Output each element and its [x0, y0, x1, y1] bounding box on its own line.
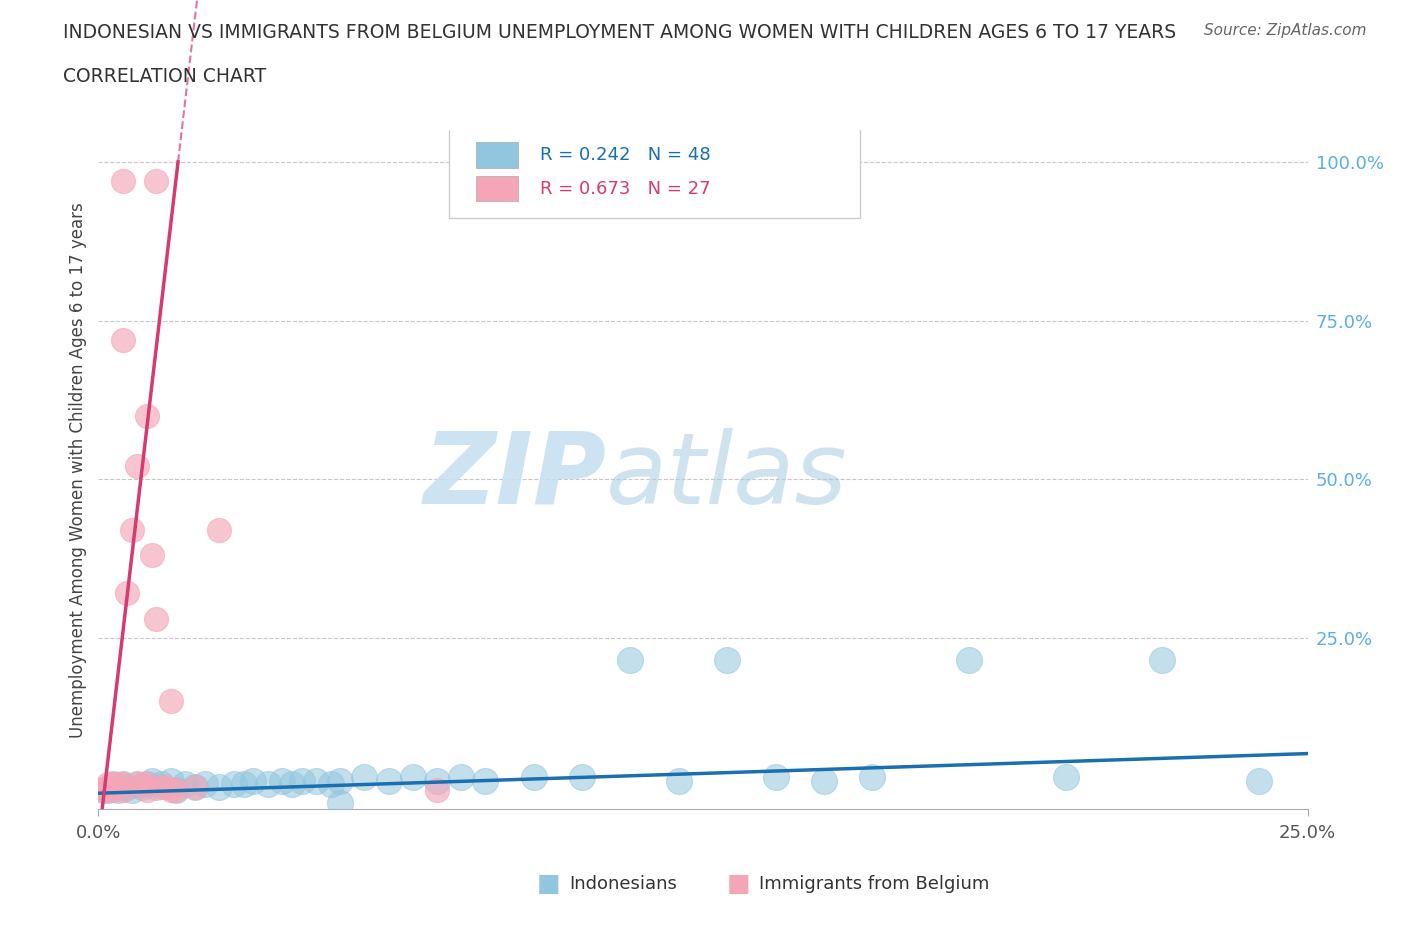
Point — [402, 770, 425, 785]
Point — [305, 773, 328, 788]
Point — [117, 586, 139, 601]
Point — [571, 770, 593, 785]
Point — [765, 770, 787, 785]
Text: atlas: atlas — [606, 428, 848, 525]
Point — [232, 777, 254, 791]
Point — [242, 773, 264, 788]
Point — [165, 783, 187, 798]
Point — [160, 773, 183, 788]
Point — [91, 783, 114, 798]
Point — [450, 770, 472, 785]
Point — [91, 783, 114, 798]
Point — [957, 653, 980, 668]
Point — [145, 174, 167, 189]
Point — [117, 779, 139, 794]
Point — [208, 523, 231, 538]
Point — [97, 783, 120, 798]
Point — [184, 779, 207, 794]
Point — [101, 777, 124, 791]
Point — [141, 773, 163, 788]
Point — [426, 783, 449, 798]
Point — [150, 777, 173, 791]
Point — [319, 777, 342, 791]
Point — [97, 783, 120, 798]
Point — [426, 773, 449, 788]
Point — [111, 777, 134, 791]
Point — [127, 777, 149, 791]
Point — [290, 773, 312, 788]
Point — [111, 332, 134, 347]
Point — [174, 777, 197, 791]
Point — [329, 773, 352, 788]
Point — [121, 783, 143, 798]
Point — [222, 777, 245, 791]
Point — [160, 783, 183, 798]
Point — [1152, 653, 1174, 668]
Point — [111, 174, 134, 189]
Point — [135, 783, 157, 798]
Text: Indonesians: Indonesians — [569, 874, 678, 893]
Text: R = 0.242   N = 48: R = 0.242 N = 48 — [540, 146, 710, 165]
Point — [668, 773, 690, 788]
FancyBboxPatch shape — [475, 141, 517, 167]
Point — [127, 459, 149, 474]
Point — [121, 523, 143, 538]
Point — [860, 770, 883, 785]
Point — [111, 777, 134, 791]
Text: R = 0.673   N = 27: R = 0.673 N = 27 — [540, 180, 710, 198]
Point — [145, 611, 167, 626]
Text: Source: ZipAtlas.com: Source: ZipAtlas.com — [1204, 23, 1367, 38]
Text: ■: ■ — [727, 871, 749, 896]
Point — [474, 773, 496, 788]
Point — [155, 779, 177, 794]
Point — [97, 777, 120, 791]
FancyBboxPatch shape — [449, 126, 860, 219]
Point — [281, 777, 304, 791]
Text: CORRELATION CHART: CORRELATION CHART — [63, 67, 267, 86]
FancyBboxPatch shape — [475, 176, 517, 202]
Y-axis label: Unemployment Among Women with Children Ages 6 to 17 years: Unemployment Among Women with Children A… — [69, 202, 87, 737]
Point — [377, 773, 399, 788]
Point — [135, 777, 157, 791]
Point — [256, 777, 278, 791]
Point — [1054, 770, 1077, 785]
Point — [813, 773, 835, 788]
Point — [184, 779, 207, 794]
Text: Immigrants from Belgium: Immigrants from Belgium — [759, 874, 990, 893]
Point — [111, 783, 134, 798]
Point — [271, 773, 294, 788]
Point — [150, 779, 173, 794]
Point — [165, 783, 187, 798]
Text: ZIP: ZIP — [423, 428, 606, 525]
Point — [101, 783, 124, 798]
Point — [619, 653, 641, 668]
Point — [131, 777, 153, 791]
Point — [107, 783, 129, 798]
Point — [131, 779, 153, 794]
Text: ■: ■ — [537, 871, 560, 896]
Point — [353, 770, 375, 785]
Point — [329, 795, 352, 810]
Point — [523, 770, 546, 785]
Point — [135, 777, 157, 791]
Point — [145, 779, 167, 794]
Point — [716, 653, 738, 668]
Point — [194, 777, 217, 791]
Point — [160, 694, 183, 709]
Point — [141, 548, 163, 563]
Point — [1249, 773, 1271, 788]
Point — [127, 777, 149, 791]
Point — [107, 777, 129, 791]
Point — [101, 777, 124, 791]
Point — [208, 779, 231, 794]
Text: INDONESIAN VS IMMIGRANTS FROM BELGIUM UNEMPLOYMENT AMONG WOMEN WITH CHILDREN AGE: INDONESIAN VS IMMIGRANTS FROM BELGIUM UN… — [63, 23, 1177, 42]
Point — [135, 408, 157, 423]
